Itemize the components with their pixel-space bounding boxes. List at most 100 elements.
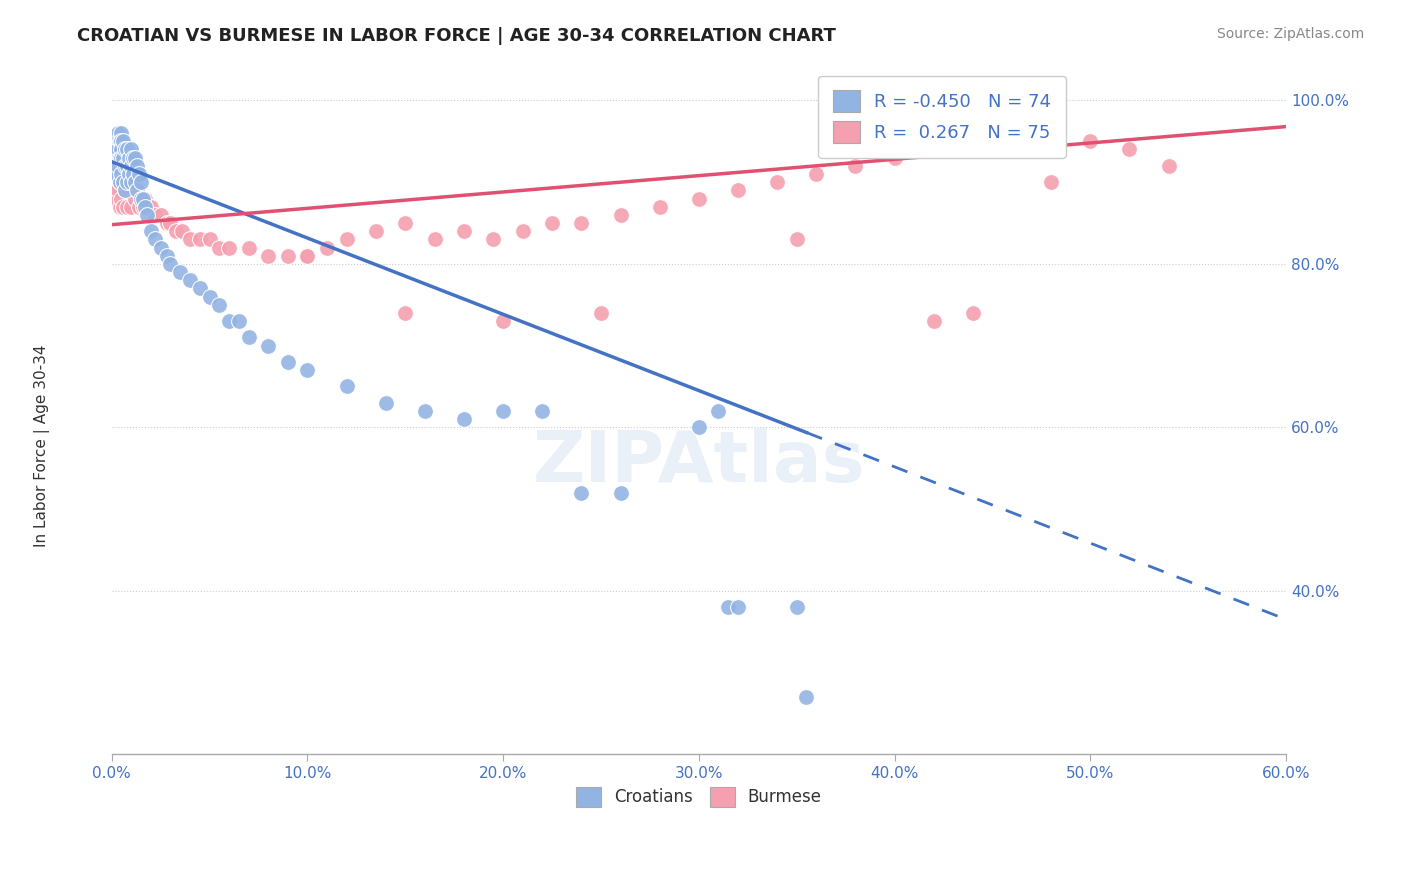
Point	[108, 200, 131, 214]
Point	[112, 175, 135, 189]
Point	[512, 224, 534, 238]
Point	[1118, 143, 1140, 157]
Point	[129, 192, 152, 206]
Point	[922, 143, 945, 157]
Point	[316, 241, 339, 255]
Point	[188, 232, 211, 246]
Point	[228, 314, 250, 328]
Point	[112, 200, 135, 214]
Point	[127, 159, 149, 173]
Point	[374, 396, 396, 410]
Point	[107, 183, 129, 197]
Point	[208, 241, 231, 255]
Point	[165, 224, 187, 238]
Point	[107, 167, 129, 181]
Point	[149, 208, 172, 222]
Point	[423, 232, 446, 246]
Point	[806, 167, 828, 181]
Point	[688, 420, 710, 434]
Point	[1001, 126, 1024, 140]
Point	[218, 241, 240, 255]
Point	[124, 175, 146, 189]
Point	[117, 175, 139, 189]
Text: Source: ZipAtlas.com: Source: ZipAtlas.com	[1216, 27, 1364, 41]
Point	[120, 175, 142, 189]
Point	[112, 151, 135, 165]
Point	[107, 143, 129, 157]
Point	[110, 167, 132, 181]
Point	[962, 134, 984, 148]
Point	[139, 224, 162, 238]
Point	[124, 192, 146, 206]
Point	[453, 224, 475, 238]
Point	[110, 126, 132, 140]
Point	[103, 143, 125, 157]
Point	[108, 175, 131, 189]
Text: In Labor Force | Age 30-34: In Labor Force | Age 30-34	[34, 344, 51, 548]
Point	[482, 232, 505, 246]
Point	[117, 200, 139, 214]
Point	[103, 159, 125, 173]
Point	[117, 159, 139, 173]
Point	[104, 151, 127, 165]
Point	[571, 216, 593, 230]
Point	[707, 404, 730, 418]
Point	[104, 167, 127, 181]
Point	[104, 134, 127, 148]
Point	[136, 200, 159, 214]
Point	[118, 183, 141, 197]
Point	[198, 289, 221, 303]
Point	[257, 249, 280, 263]
Point	[112, 134, 135, 148]
Point	[277, 249, 299, 263]
Point	[364, 224, 387, 238]
Point	[128, 200, 150, 214]
Point	[112, 175, 135, 189]
Point	[120, 143, 142, 157]
Point	[962, 306, 984, 320]
Legend: Croatians, Burmese: Croatians, Burmese	[568, 779, 830, 815]
Point	[155, 216, 177, 230]
Point	[394, 306, 416, 320]
Point	[107, 134, 129, 148]
Point	[1157, 159, 1180, 173]
Point	[103, 151, 125, 165]
Text: ZIPAtlas: ZIPAtlas	[533, 428, 865, 497]
Point	[104, 192, 127, 206]
Point	[108, 134, 131, 148]
Point	[107, 126, 129, 140]
Point	[136, 208, 159, 222]
Point	[129, 192, 152, 206]
Point	[172, 224, 194, 238]
Point	[218, 314, 240, 328]
Point	[609, 208, 631, 222]
Point	[134, 192, 156, 206]
Point	[139, 200, 162, 214]
Point	[257, 338, 280, 352]
Point	[114, 183, 136, 197]
Point	[127, 183, 149, 197]
Point	[124, 151, 146, 165]
Point	[108, 151, 131, 165]
Point	[108, 175, 131, 189]
Point	[110, 192, 132, 206]
Point	[120, 200, 142, 214]
Point	[129, 175, 152, 189]
Point	[1040, 118, 1063, 132]
Point	[117, 143, 139, 157]
Point	[110, 151, 132, 165]
Point	[134, 200, 156, 214]
Point	[531, 404, 554, 418]
Point	[103, 183, 125, 197]
Point	[453, 412, 475, 426]
Point	[132, 192, 155, 206]
Point	[922, 314, 945, 328]
Point	[883, 151, 905, 165]
Point	[786, 600, 808, 615]
Point	[110, 143, 132, 157]
Point	[103, 167, 125, 181]
Point	[127, 183, 149, 197]
Point	[114, 159, 136, 173]
Point	[492, 404, 515, 418]
Point	[609, 485, 631, 500]
